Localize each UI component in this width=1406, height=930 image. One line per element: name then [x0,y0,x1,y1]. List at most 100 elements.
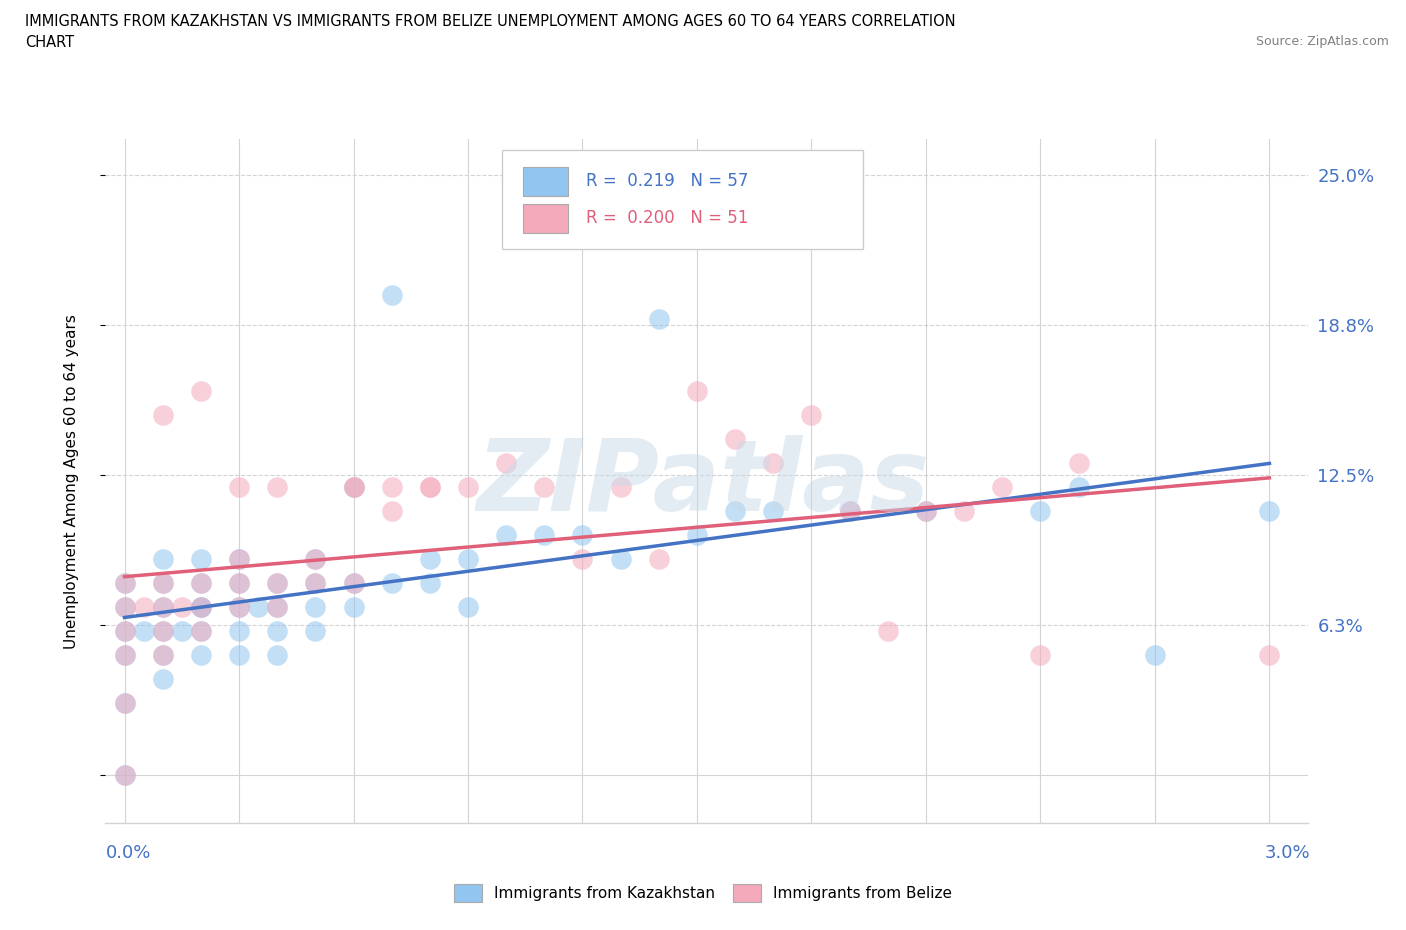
Point [190,576,212,591]
Point [152,671,174,686]
Point [1143,647,1166,662]
Text: IMMIGRANTS FROM KAZAKHSTAN VS IMMIGRANTS FROM BELIZE UNEMPLOYMENT AMONG AGES 60 : IMMIGRANTS FROM KAZAKHSTAN VS IMMIGRANTS… [25,14,956,29]
Point [228,480,250,495]
Text: R =  0.219   N = 57: R = 0.219 N = 57 [586,171,748,190]
Point [304,576,326,591]
Point [915,504,938,519]
Point [304,600,326,615]
Point [152,551,174,566]
Point [342,576,364,591]
Point [228,624,250,639]
Text: Source: ZipAtlas.com: Source: ZipAtlas.com [1256,35,1389,48]
Point [266,600,288,615]
Point [457,551,479,566]
Point [114,624,136,639]
Point [686,384,709,399]
Point [152,576,174,591]
Point [953,504,976,519]
Point [724,432,747,446]
Point [152,624,174,639]
Point [419,551,441,566]
Point [190,600,212,615]
Point [571,551,593,566]
Point [132,600,155,615]
Point [915,504,938,519]
Point [228,600,250,615]
Text: ZIPatlas: ZIPatlas [477,435,929,532]
Point [170,600,193,615]
Text: CHART: CHART [25,35,75,50]
Point [1258,647,1281,662]
Point [114,696,136,711]
Point [132,624,155,639]
Point [419,576,441,591]
Point [152,408,174,423]
Point [228,600,250,615]
Point [991,480,1014,495]
Point [152,647,174,662]
Point [152,576,174,591]
Point [228,647,250,662]
Point [533,480,555,495]
Point [114,767,136,782]
Point [228,576,250,591]
Point [114,696,136,711]
Point [190,551,212,566]
Point [152,600,174,615]
Point [762,456,785,471]
Point [266,647,288,662]
Point [457,600,479,615]
Point [419,480,441,495]
Point [838,504,860,519]
Point [876,624,898,639]
Point [1258,504,1281,519]
Point [648,551,671,566]
Point [1029,647,1052,662]
Point [190,600,212,615]
Point [114,600,136,615]
Point [419,480,441,495]
Point [609,480,631,495]
Point [381,288,404,303]
Point [342,480,364,495]
Point [170,624,193,639]
Legend: Immigrants from Kazakhstan, Immigrants from Belize: Immigrants from Kazakhstan, Immigrants f… [449,878,957,909]
Point [342,600,364,615]
FancyBboxPatch shape [502,150,863,249]
Point [190,647,212,662]
Point [266,576,288,591]
Text: R =  0.200   N = 51: R = 0.200 N = 51 [586,209,748,227]
Text: 0.0%: 0.0% [105,844,150,862]
Point [114,624,136,639]
Point [114,647,136,662]
Point [266,576,288,591]
Point [1067,480,1090,495]
Point [495,456,517,471]
Point [304,576,326,591]
Point [304,624,326,639]
Point [571,528,593,543]
Y-axis label: Unemployment Among Ages 60 to 64 years: Unemployment Among Ages 60 to 64 years [65,313,79,649]
Point [266,600,288,615]
Point [762,504,785,519]
Point [381,576,404,591]
Point [114,576,136,591]
Point [1029,504,1052,519]
Point [342,576,364,591]
Point [304,551,326,566]
Point [190,624,212,639]
Point [266,624,288,639]
Point [342,480,364,495]
Point [495,528,517,543]
Point [228,551,250,566]
Point [724,504,747,519]
FancyBboxPatch shape [523,166,568,195]
Point [266,480,288,495]
Point [190,384,212,399]
Point [838,504,860,519]
Point [152,600,174,615]
Point [114,647,136,662]
Point [190,576,212,591]
Point [533,528,555,543]
Point [457,480,479,495]
